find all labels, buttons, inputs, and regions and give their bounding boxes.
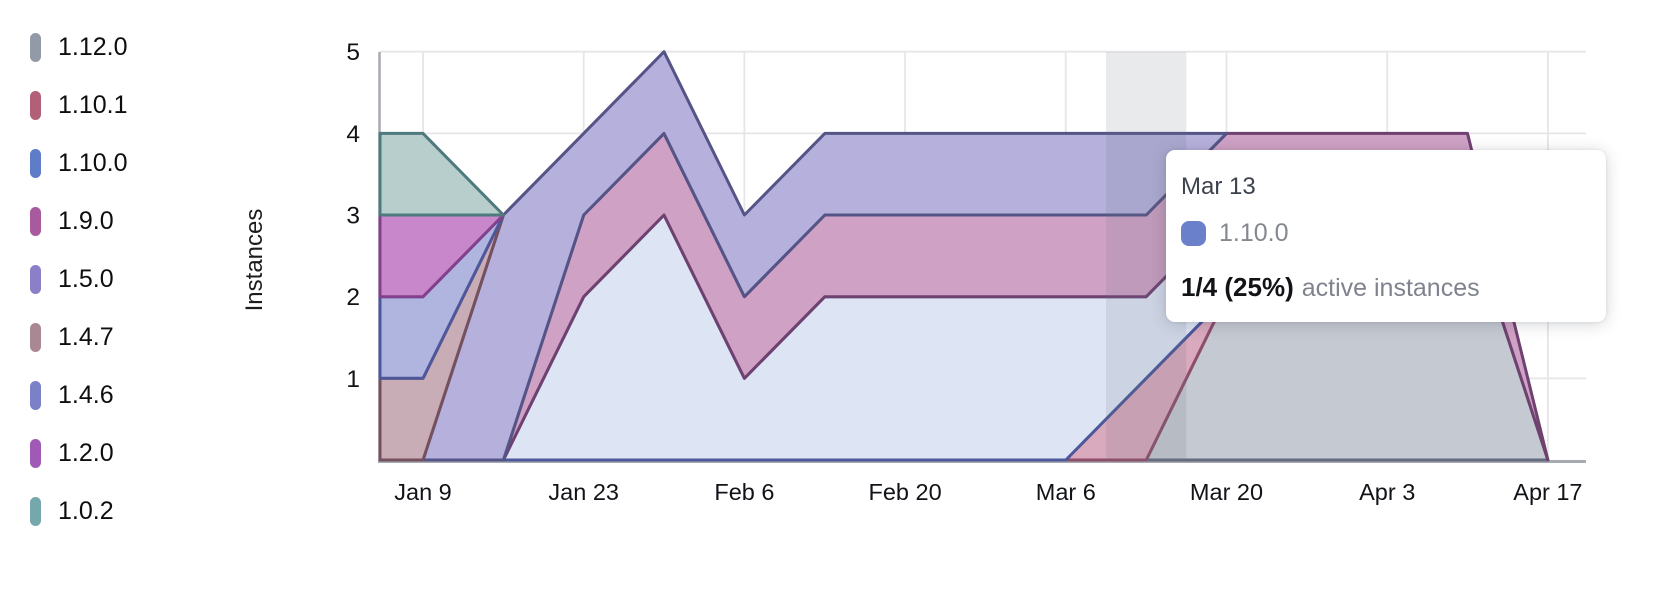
y-tick-label: 3 bbox=[346, 203, 360, 230]
x-tick-label: Mar 6 bbox=[1036, 479, 1096, 505]
tooltip-series-name: 1.10.0 bbox=[1219, 218, 1289, 247]
x-tick-label: Jan 9 bbox=[394, 479, 452, 505]
x-axis-labels: Jan 9 Jan 23 Feb 6 Feb 20 Mar 6 Mar 20 Apr 3 Ap… bbox=[394, 479, 1582, 505]
y-tick-label: 5 bbox=[346, 39, 360, 66]
legend-label: 1.2.0 bbox=[58, 438, 114, 467]
legend-item-1.2.0[interactable]: 1.2.0 bbox=[30, 424, 128, 482]
legend-item-1.10.1[interactable]: 1.10.1 bbox=[30, 76, 128, 134]
legend-item-1.4.7[interactable]: 1.4.7 bbox=[30, 308, 128, 366]
legend-swatch-icon bbox=[30, 264, 41, 294]
legend-swatch-icon bbox=[30, 32, 41, 62]
x-tick-label: Mar 20 bbox=[1190, 479, 1263, 505]
legend-item-1.5.0[interactable]: 1.5.0 bbox=[30, 250, 128, 308]
x-tick-label: Apr 17 bbox=[1513, 479, 1582, 505]
legend-label: 1.4.6 bbox=[58, 380, 114, 409]
area-1.5.0 bbox=[421, 50, 1228, 462]
legend-label: 1.10.1 bbox=[58, 90, 128, 119]
tooltip-series-row: 1.10.0 bbox=[1181, 218, 1591, 248]
legend-label: 1.10.0 bbox=[58, 148, 128, 177]
legend-swatch-icon bbox=[30, 496, 41, 526]
legend-swatch-icon bbox=[30, 90, 41, 120]
y-tick-label: 1 bbox=[346, 366, 360, 393]
legend-swatch-icon bbox=[30, 322, 41, 352]
legend-label: 1.9.0 bbox=[58, 206, 114, 235]
chart-legend: 1.12.0 1.10.1 1.10.0 1.9.0 1.5.0 1.4.7 1.4.6 1.… bbox=[30, 18, 128, 540]
legend-swatch-icon bbox=[30, 148, 41, 178]
legend-item-1.10.0[interactable]: 1.10.0 bbox=[30, 134, 128, 192]
legend-label: 1.5.0 bbox=[58, 264, 114, 293]
y-tick-label: 2 bbox=[346, 284, 360, 311]
tooltip-value-number: 1/4 (25%) bbox=[1181, 272, 1294, 302]
area-1.0.2 bbox=[378, 131, 505, 217]
legend-swatch-icon bbox=[30, 380, 41, 410]
tooltip-value: 1/4 (25%) active instances bbox=[1181, 272, 1591, 302]
tooltip-value-suffix: active instances bbox=[1301, 274, 1480, 302]
tooltip-date: Mar 13 bbox=[1181, 173, 1256, 200]
legend-item-1.0.2[interactable]: 1.0.2 bbox=[30, 482, 128, 540]
x-tick-label: Feb 6 bbox=[714, 479, 774, 505]
legend-swatch-icon bbox=[30, 438, 41, 468]
legend-label: 1.0.2 bbox=[58, 496, 114, 525]
y-tick-label: 4 bbox=[346, 121, 360, 148]
legend-item-1.4.6[interactable]: 1.4.6 bbox=[30, 366, 128, 424]
tooltip-series-swatch bbox=[1181, 220, 1206, 246]
y-axis-labels: 1 2 3 4 5 bbox=[346, 39, 360, 393]
legend-item-1.12.0[interactable]: 1.12.0 bbox=[30, 18, 128, 76]
legend-label: 1.12.0 bbox=[58, 32, 128, 61]
legend-swatch-icon bbox=[30, 206, 41, 236]
chart-tooltip: Mar 13 1.10.0 1/4 (25%) active instances bbox=[1166, 150, 1606, 322]
x-tick-label: Feb 20 bbox=[869, 479, 942, 505]
legend-label: 1.4.7 bbox=[58, 322, 114, 351]
x-tick-label: Jan 23 bbox=[548, 479, 619, 505]
legend-item-1.9.0[interactable]: 1.9.0 bbox=[30, 192, 128, 250]
x-tick-label: Apr 3 bbox=[1359, 479, 1415, 505]
